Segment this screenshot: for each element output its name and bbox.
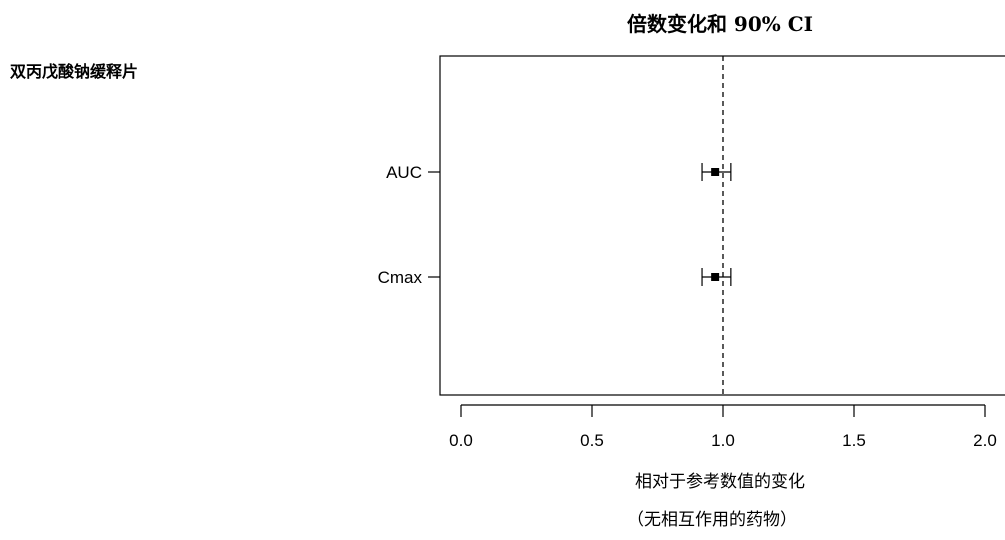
- x-tick-label: 1.5: [842, 431, 866, 450]
- point-estimate: [711, 168, 720, 176]
- chart-title: 倍数变化和 90% CI: [627, 12, 813, 36]
- x-tick-label: 0.5: [580, 431, 604, 450]
- x-axis-label-line1: 相对于参考数值的变化: [635, 472, 805, 492]
- y-tick-label: AUC: [386, 163, 422, 182]
- group-label: 双丙戊酸钠缓释片: [10, 62, 138, 81]
- x-tick-label: 0.0: [449, 431, 473, 450]
- y-tick-label: Cmax: [378, 268, 423, 287]
- point-estimate: [711, 273, 720, 281]
- x-tick-label: 2.0: [973, 431, 997, 450]
- plot-frame: [439, 55, 1005, 396]
- x-tick-label: 1.0: [711, 431, 735, 450]
- x-axis-label-line2: （无相互作用的药物）: [627, 510, 797, 530]
